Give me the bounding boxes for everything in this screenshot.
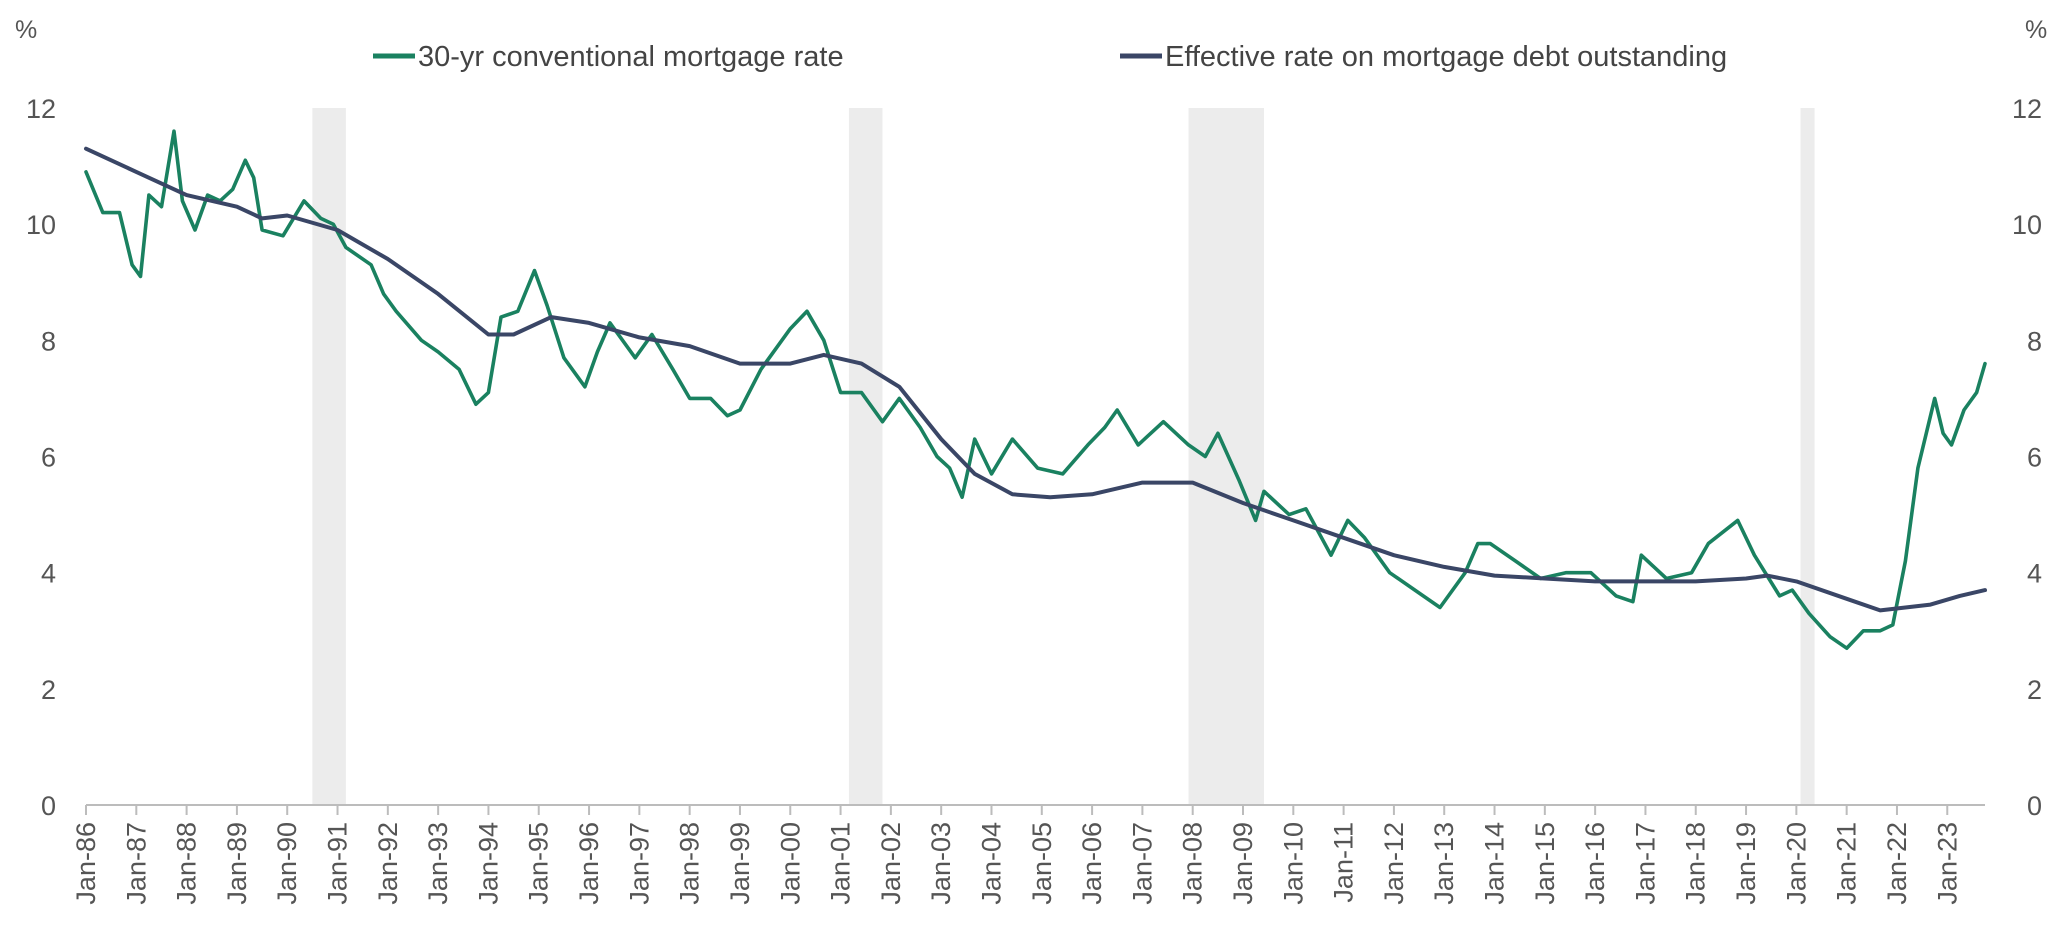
x-tick-label-Jan-04: Jan-04 [976, 822, 1006, 905]
x-tick-label-Jan-22: Jan-22 [1882, 822, 1912, 905]
recession-band-3 [1188, 108, 1264, 805]
x-tick-label-Jan-19: Jan-19 [1731, 822, 1761, 905]
x-tick-label-Jan-92: Jan-92 [373, 822, 403, 905]
left-y-axis: 0 2 4 6 8 10 12 [26, 94, 56, 821]
chart-series [84, 129, 1987, 650]
x-tick-label-Jan-09: Jan-09 [1228, 822, 1258, 905]
y-tick-right-12: 12 [2012, 94, 2042, 124]
x-tick-label-Jan-02: Jan-02 [876, 822, 906, 905]
series-30yr-mortgage-rate [84, 129, 1987, 650]
y-tick-right-0: 0 [2027, 791, 2042, 821]
x-tick-label-Jan-17: Jan-17 [1630, 822, 1660, 905]
x-tick-label-Jan-11: Jan-11 [1329, 822, 1359, 903]
x-tick-label-Jan-00: Jan-00 [775, 822, 805, 905]
x-tick-label-Jan-16: Jan-16 [1580, 822, 1610, 905]
x-tick-label-Jan-18: Jan-18 [1681, 822, 1711, 905]
x-tick-label-Jan-98: Jan-98 [675, 822, 705, 905]
x-tick-label-Jan-07: Jan-07 [1127, 822, 1157, 905]
x-axis: Jan-86 Jan-87 Jan-88 Jan-89 Jan-90 Jan-91 Jan-… [71, 805, 1962, 905]
x-tick-label-Jan-88: Jan-88 [172, 822, 202, 905]
x-tick-label-Jan-06: Jan-06 [1077, 822, 1107, 905]
y-tick-right-4: 4 [2027, 559, 2042, 589]
y-tick-left-2: 2 [41, 675, 56, 705]
right-axis-unit: % [2025, 16, 2047, 44]
x-tick-label-Jan-91: Jan-91 [323, 822, 353, 905]
x-tick-label-Jan-99: Jan-99 [725, 822, 755, 905]
y-tick-left-0: 0 [41, 791, 56, 821]
legend: 30-yr conventional mortgage rate Effecti… [373, 41, 1727, 73]
legend-label-effective-rate: Effective rate on mortgage debt outstand… [1165, 41, 1727, 73]
series-effective-rate [84, 146, 1987, 613]
x-tick-label-Jan-15: Jan-15 [1530, 822, 1560, 905]
x-tick-label-Jan-10: Jan-10 [1278, 822, 1308, 905]
y-tick-left-12: 12 [26, 94, 56, 124]
x-tick-label-Jan-86: Jan-86 [71, 822, 101, 905]
x-tick-label-Jan-95: Jan-95 [524, 822, 554, 905]
left-axis-unit: % [15, 16, 37, 44]
y-tick-right-2: 2 [2027, 675, 2042, 705]
recession-shading [312, 108, 1815, 805]
x-tick-label-Jan-14: Jan-14 [1480, 822, 1510, 905]
x-tick-label-Jan-08: Jan-08 [1178, 822, 1208, 905]
x-tick-label-Jan-87: Jan-87 [121, 822, 151, 905]
y-tick-left-8: 8 [41, 326, 56, 356]
x-tick-label-Jan-12: Jan-12 [1379, 822, 1409, 905]
recession-band-4 [1800, 108, 1815, 805]
x-tick-label-Jan-01: Jan-01 [826, 822, 856, 905]
x-tick-label-Jan-13: Jan-13 [1429, 822, 1459, 905]
y-tick-left-10: 10 [26, 210, 56, 240]
x-tick-label-Jan-90: Jan-90 [272, 822, 302, 905]
x-tick-label-Jan-23: Jan-23 [1932, 822, 1962, 905]
x-tick-label-Jan-03: Jan-03 [926, 822, 956, 905]
x-tick-label-Jan-93: Jan-93 [423, 822, 453, 905]
x-tick-label-Jan-05: Jan-05 [1027, 822, 1057, 905]
recession-band-2 [848, 108, 883, 805]
y-tick-right-8: 8 [2027, 326, 2042, 356]
y-tick-left-4: 4 [41, 559, 56, 589]
y-tick-left-6: 6 [41, 443, 56, 473]
right-y-axis: 0 2 4 6 8 10 12 [2012, 94, 2042, 821]
x-tick-label-Jan-20: Jan-20 [1781, 822, 1811, 905]
x-tick-label-Jan-21: Jan-21 [1832, 822, 1862, 905]
legend-label-mortgage-rate: 30-yr conventional mortgage rate [418, 41, 844, 73]
x-tick-label-Jan-89: Jan-89 [222, 822, 252, 905]
y-tick-right-6: 6 [2027, 443, 2042, 473]
x-tick-label-Jan-96: Jan-96 [574, 822, 604, 905]
y-tick-right-10: 10 [2012, 210, 2042, 240]
x-tick-label-Jan-94: Jan-94 [473, 822, 503, 905]
x-tick-label-Jan-97: Jan-97 [624, 822, 654, 905]
